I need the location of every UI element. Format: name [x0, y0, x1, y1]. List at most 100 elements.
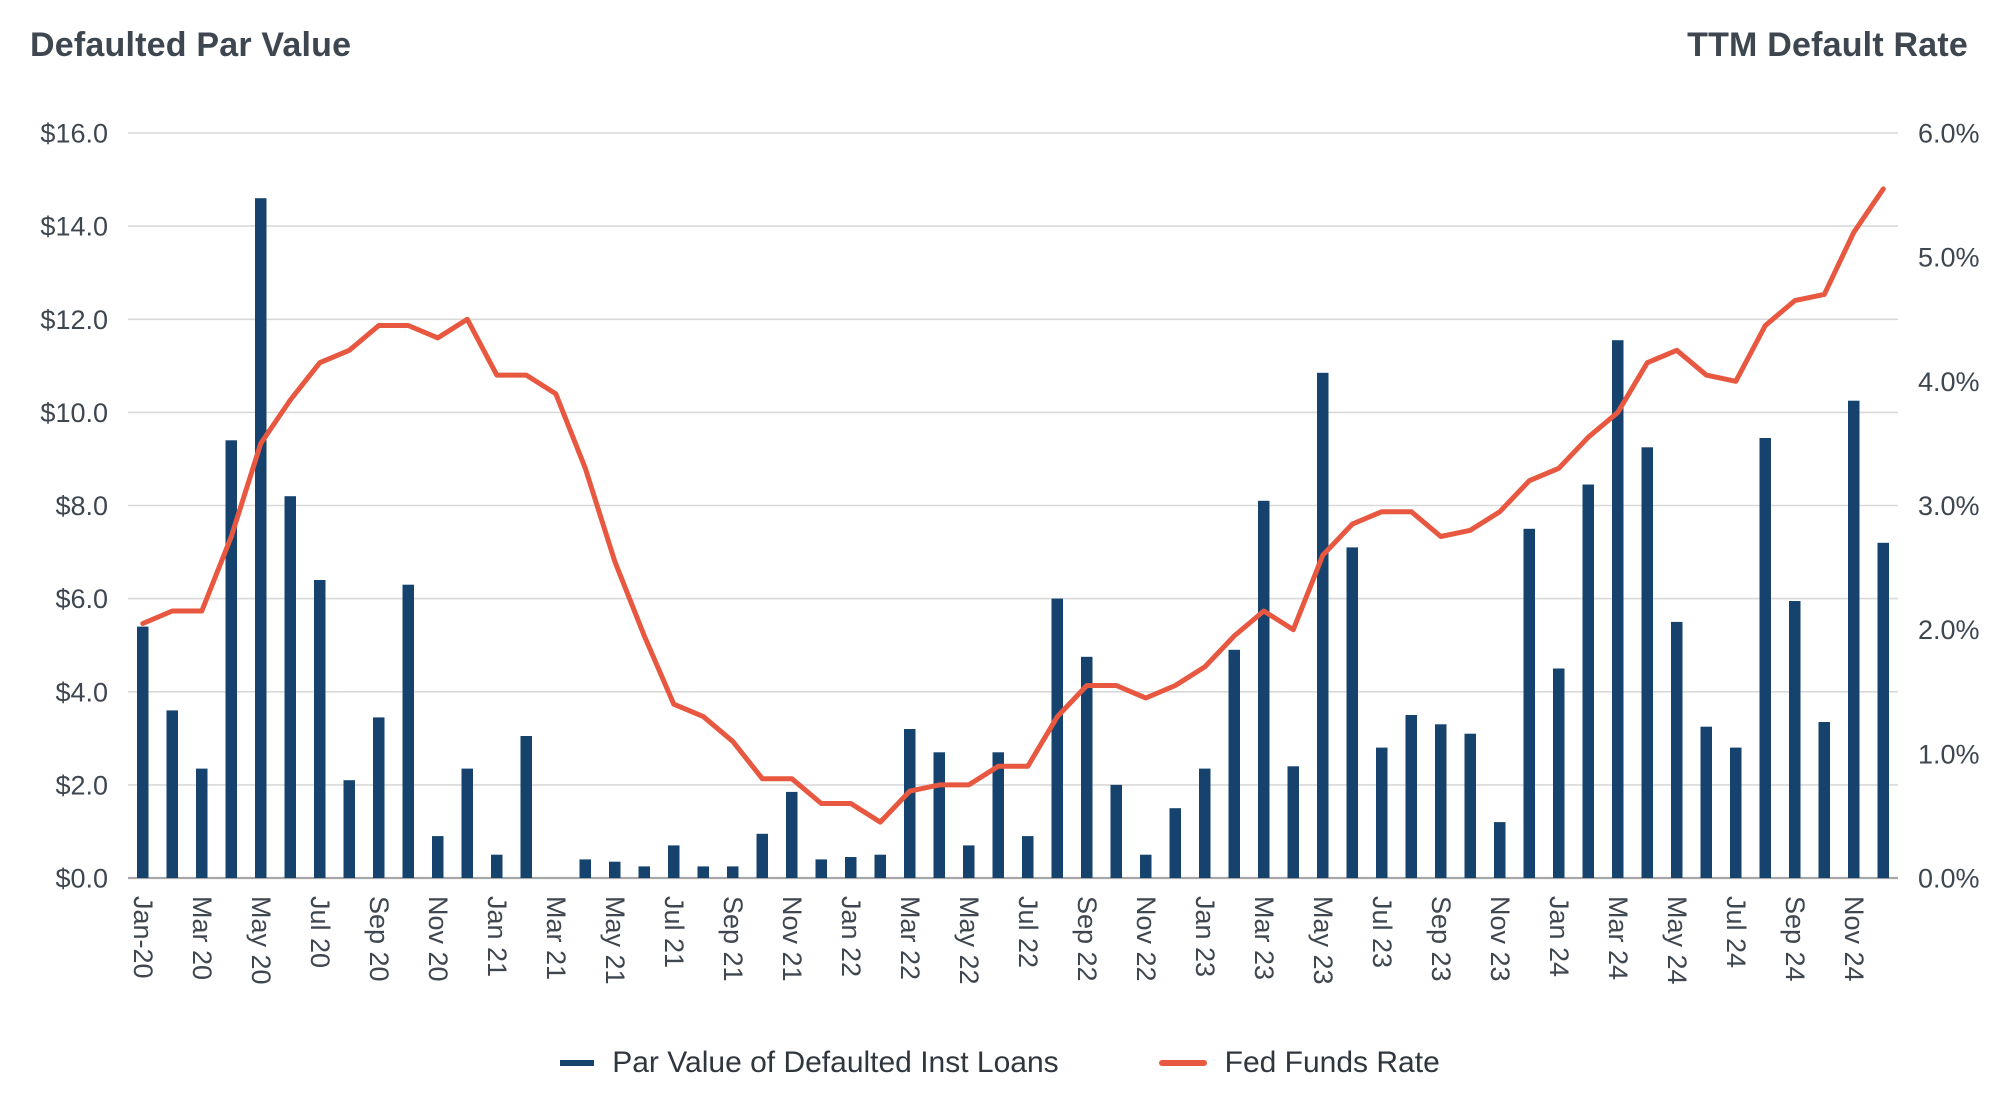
- x-axis-tick-label: May 24: [1662, 896, 1692, 985]
- bar: [609, 861, 621, 878]
- bar: [1022, 836, 1034, 878]
- bar: [1346, 547, 1358, 878]
- x-axis-tick-label: Sep 21: [718, 896, 748, 982]
- x-axis-tick-label: Mar 21: [541, 896, 571, 980]
- bar: [1081, 656, 1093, 878]
- x-axis-tick-label: Sep 23: [1426, 896, 1456, 982]
- bar: [137, 626, 149, 878]
- bar: [786, 791, 798, 878]
- x-axis-tick-label: Jan-20: [128, 896, 158, 979]
- bar: [756, 833, 768, 878]
- right-axis-tick-label: 6.0%: [1918, 118, 1980, 148]
- bar: [1523, 528, 1535, 878]
- bar: [1818, 722, 1830, 878]
- x-axis-tick-label: Jul 20: [305, 896, 335, 968]
- bar: [638, 866, 650, 878]
- x-axis-tick-label: Mar 22: [895, 896, 925, 980]
- x-axis-tick-label: May 23: [1308, 896, 1338, 985]
- bar: [727, 866, 739, 878]
- bar: [284, 496, 296, 878]
- bar: [933, 752, 945, 878]
- bar: [963, 845, 975, 878]
- bar: [697, 866, 709, 878]
- bar: [520, 736, 532, 878]
- bar: [1317, 372, 1329, 878]
- bar: [432, 836, 444, 878]
- bar: [1700, 726, 1712, 878]
- bar: [491, 854, 503, 878]
- bar: [1435, 724, 1447, 878]
- x-axis-tick-label: Nov 20: [423, 896, 453, 982]
- right-axis-title: TTM Default Rate: [1687, 26, 1968, 64]
- left-axis-tick-label: $8.0: [55, 491, 108, 521]
- bar: [314, 580, 326, 878]
- right-axis-tick-label: 3.0%: [1918, 491, 1980, 521]
- right-axis-tick-label: 2.0%: [1918, 615, 1980, 645]
- bar: [166, 710, 178, 878]
- right-axis-tick-label: 4.0%: [1918, 367, 1980, 397]
- bar: [1464, 733, 1476, 878]
- bar: [904, 729, 916, 878]
- bar: [1199, 768, 1211, 878]
- bar: [1789, 601, 1801, 878]
- bar: [1671, 621, 1683, 878]
- bar: [1553, 668, 1565, 878]
- x-axis-tick-label: Nov 24: [1839, 896, 1869, 982]
- gridlines: [128, 132, 1898, 786]
- right-axis-tick-label: 1.0%: [1918, 739, 1980, 769]
- bar: [1494, 822, 1506, 878]
- bar: [815, 859, 827, 878]
- x-axis-tick-label: Nov 22: [1131, 896, 1161, 982]
- bar: [343, 780, 355, 878]
- legend-label-par-value: Par Value of Defaulted Inst Loans: [612, 1046, 1059, 1079]
- legend-item-par-value: Par Value of Defaulted Inst Loans: [560, 1046, 1059, 1080]
- bar-series: [137, 198, 1889, 879]
- left-axis-tick-label: $12.0: [40, 305, 108, 335]
- bar: [373, 717, 385, 878]
- right-axis-tick-label: 0.0%: [1918, 863, 1980, 893]
- bar: [1877, 542, 1889, 879]
- left-axis-tick-label: $6.0: [55, 584, 108, 614]
- left-axis-tick-label: $4.0: [55, 677, 108, 707]
- bar: [461, 768, 473, 878]
- x-axis-tick-labels: Jan-20 Mar 20 May 20 Jul 20 Sep 20 Nov 20 Jan …: [128, 896, 1869, 985]
- x-axis-tick-label: Sep 22: [1072, 896, 1102, 982]
- bar: [668, 845, 680, 878]
- x-axis-tick-label: May 22: [954, 896, 984, 985]
- x-axis-tick-label: Nov 23: [1485, 896, 1515, 982]
- bar: [1169, 808, 1181, 878]
- bar: [1405, 715, 1417, 878]
- bar: [1258, 500, 1270, 878]
- x-axis-tick-label: Jan 24: [1544, 896, 1574, 977]
- bar-series-swatch: [560, 1060, 595, 1066]
- bar: [1110, 784, 1122, 878]
- bar: [1641, 447, 1653, 878]
- bar: [1287, 766, 1299, 879]
- left-axis-tick-label: $16.0: [40, 118, 108, 148]
- bar: [874, 854, 886, 878]
- bar: [1228, 649, 1240, 878]
- left-axis-tick-label: $10.0: [40, 398, 108, 428]
- line-series-swatch: [1158, 1060, 1207, 1066]
- bar: [255, 198, 267, 878]
- x-axis-tick-label: Sep 20: [364, 896, 394, 982]
- left-axis-tick-label: $14.0: [40, 212, 108, 242]
- legend: Par Value of Defaulted Inst Loans Fed Fu…: [0, 1046, 2000, 1080]
- bar: [579, 859, 591, 878]
- right-axis-tick-label: 5.0%: [1918, 243, 1980, 273]
- bar: [1848, 400, 1860, 878]
- left-axis-tick-label: $0.0: [55, 863, 108, 893]
- bar: [196, 768, 208, 878]
- x-axis-tick-label: Mar 23: [1249, 896, 1279, 980]
- bar: [845, 857, 857, 878]
- left-axis-tick-label: $2.0: [55, 770, 108, 800]
- fed-funds-rate-line: [140, 186, 1886, 825]
- bar: [1051, 598, 1063, 878]
- bar: [225, 440, 237, 878]
- x-axis-tick-label: May 20: [246, 896, 276, 985]
- bar: [1582, 484, 1594, 878]
- x-axis-tick-label: Sep 24: [1780, 896, 1810, 982]
- bar: [402, 584, 414, 878]
